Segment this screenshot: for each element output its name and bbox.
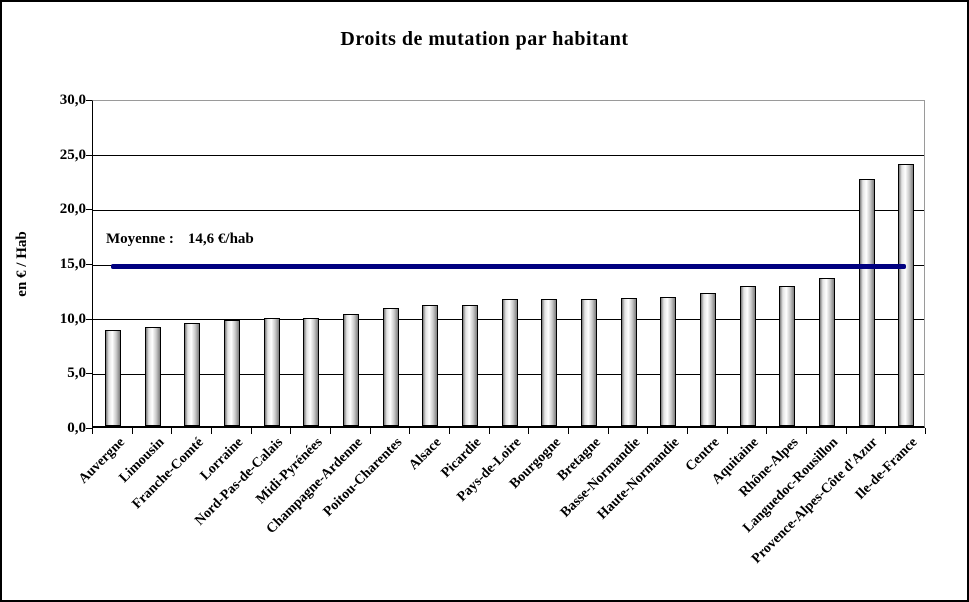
bar bbox=[461, 304, 478, 426]
bar bbox=[342, 314, 359, 426]
x-axis-tick bbox=[528, 428, 530, 434]
y-axis-tick-label: 5,0 bbox=[67, 365, 86, 382]
average-value: 14,6 €/hab bbox=[187, 231, 254, 247]
y-axis-tick bbox=[86, 264, 92, 265]
bar bbox=[699, 292, 716, 426]
x-axis-tick bbox=[607, 428, 609, 434]
bar bbox=[620, 298, 637, 426]
y-axis-tick-label: 0,0 bbox=[67, 420, 86, 436]
bar bbox=[779, 286, 796, 426]
average-line bbox=[111, 264, 906, 270]
y-axis-tick bbox=[86, 318, 92, 320]
chart-title: Droits de mutation par habitant bbox=[340, 28, 629, 50]
x-axis-tick bbox=[488, 428, 490, 434]
x-axis-tick bbox=[806, 428, 807, 434]
plot-area bbox=[92, 100, 925, 428]
bar bbox=[144, 326, 161, 426]
y-axis-tick-label: 15,0 bbox=[59, 256, 86, 272]
x-axis-tick bbox=[409, 428, 411, 434]
average-annotation: Moyenne : 14,6 €/hab bbox=[106, 231, 254, 248]
y-axis-tick-label: 10,0 bbox=[59, 310, 86, 327]
y-axis-tick-label: 20,0 bbox=[59, 201, 86, 218]
y-axis-tick bbox=[86, 373, 92, 375]
bar bbox=[104, 329, 121, 426]
bar bbox=[303, 317, 320, 426]
x-axis-tick bbox=[449, 428, 450, 434]
x-axis-tick bbox=[92, 428, 93, 434]
x-axis-label: Franche-Comté bbox=[129, 435, 207, 513]
bar bbox=[739, 286, 756, 426]
y-axis-tick bbox=[86, 154, 92, 156]
bar bbox=[223, 319, 240, 426]
x-axis-tick bbox=[290, 428, 292, 434]
average-label: Moyenne : bbox=[106, 231, 174, 247]
x-axis-tick bbox=[171, 428, 173, 434]
x-axis-tick bbox=[925, 428, 926, 434]
y-axis-tick bbox=[86, 428, 92, 429]
x-axis-tick bbox=[250, 428, 252, 434]
x-axis-tick bbox=[687, 428, 688, 434]
bar bbox=[263, 317, 280, 426]
x-axis-tick bbox=[369, 428, 371, 434]
bar bbox=[858, 178, 875, 426]
bar bbox=[580, 299, 597, 426]
x-axis-tick bbox=[885, 428, 887, 434]
x-axis-tick bbox=[330, 428, 331, 434]
gridline bbox=[93, 155, 924, 157]
x-axis-tick bbox=[726, 428, 728, 434]
y-axis-tick-label: 25,0 bbox=[59, 146, 86, 163]
x-axis-tick bbox=[845, 428, 847, 434]
y-axis-tick bbox=[86, 100, 92, 101]
y-axis-tick bbox=[86, 209, 92, 211]
bar bbox=[660, 297, 677, 426]
x-axis-tick bbox=[766, 428, 768, 434]
x-axis-tick bbox=[568, 428, 569, 434]
gridline bbox=[93, 209, 924, 211]
bar bbox=[422, 304, 439, 426]
bar bbox=[382, 307, 399, 426]
x-axis-tick bbox=[131, 428, 133, 434]
bar bbox=[541, 299, 558, 426]
bar bbox=[184, 323, 201, 426]
bar bbox=[818, 278, 835, 426]
y-axis-title: en € / Hab bbox=[14, 231, 30, 297]
bar bbox=[501, 299, 518, 426]
x-axis-tick bbox=[211, 428, 212, 434]
x-axis-tick bbox=[647, 428, 649, 434]
y-axis-tick-label: 30,0 bbox=[59, 92, 86, 108]
bar bbox=[898, 163, 915, 426]
